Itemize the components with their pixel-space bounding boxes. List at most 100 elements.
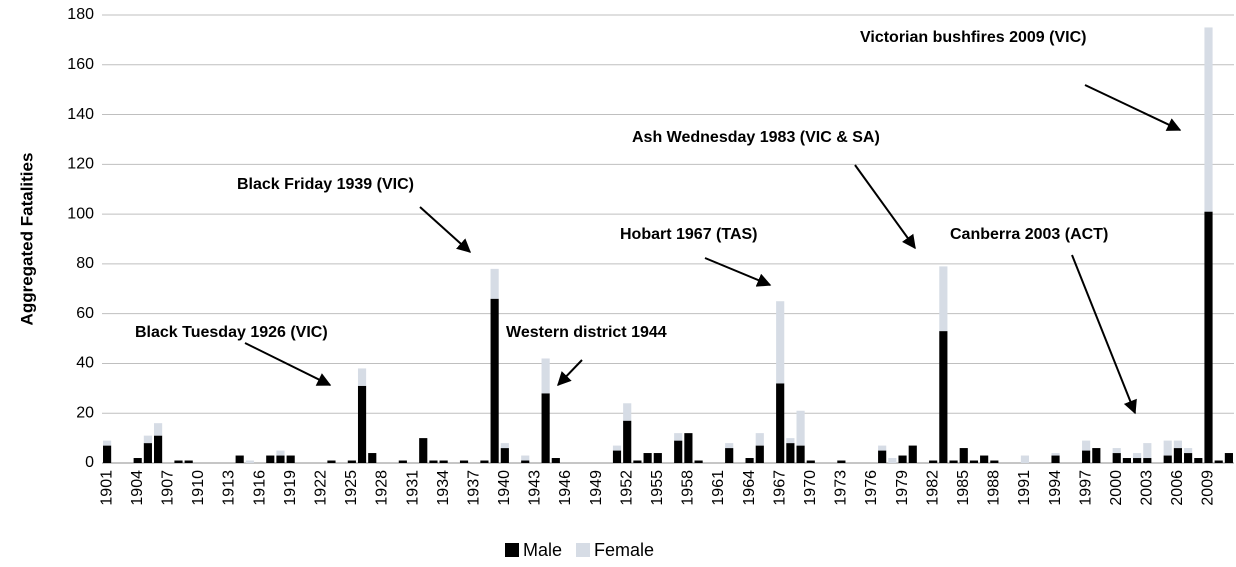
bar-segment [541,358,550,394]
bar-segment [1122,458,1131,463]
annotation-arrow [854,164,916,250]
x-tick-label: 1964 [741,470,758,506]
x-tick-label: 1991 [1016,470,1033,506]
bar-segment [949,460,958,463]
bar-segment [755,445,764,463]
bar-segment [1112,448,1121,454]
bar-segment [154,435,163,463]
x-tick-label: 1952 [618,470,635,506]
bar-segment [643,453,652,463]
bar-segment [939,266,948,332]
bar-segment [541,393,550,463]
bar-segment [1204,211,1213,463]
annotation-arrow [1071,254,1137,415]
bar-segment [1020,455,1030,463]
bar-segment [725,448,734,463]
x-tick-label: 1937 [465,470,482,506]
x-tick-label: 2009 [1200,470,1217,506]
bar-segment [490,268,499,299]
bar-segment [266,455,275,463]
bar-segment [1224,453,1233,463]
bar-segment [959,448,968,463]
bar-segment [439,460,448,463]
bar-segment [480,460,489,463]
bar-segment [674,433,683,441]
bar-segment [725,443,734,449]
y-tick-label: 40 [76,355,94,372]
x-tick-label: 1931 [404,470,421,506]
bar-segment [235,455,244,463]
y-tick-label: 180 [67,6,94,23]
x-tick-label: 1922 [312,470,329,506]
legend-label: Male [523,540,562,560]
x-tick-label: 1955 [649,470,666,506]
annotation-arrow [244,342,332,386]
bar-segment [633,460,642,463]
bar-segment [1184,453,1193,463]
bar-segment [969,460,979,463]
bar-segment [398,460,407,463]
bar-segment [612,445,622,451]
bar-segment [286,455,295,463]
bar-segment [133,458,142,463]
x-tick-label: 1910 [190,470,207,506]
y-tick-label: 160 [67,56,94,73]
y-tick-label: 80 [76,255,94,272]
x-tick-label: 2000 [1108,470,1125,506]
bar-segment [521,455,530,461]
bar-segment [776,301,785,384]
x-tick-label: 2006 [1169,470,1186,506]
bar-segment [429,460,438,463]
x-tick-label: 1982 [924,470,941,506]
annotation: Black Tuesday 1926 (VIC) [135,324,328,341]
annotation-arrow [419,206,472,253]
x-tick-label: 1988 [986,470,1003,506]
bar-segment [1194,458,1203,463]
x-tick-label: 1901 [98,470,115,506]
bar-segment [1143,458,1152,463]
bar-segment [1051,453,1060,456]
bar-segment [980,455,989,463]
y-tick-label: 20 [76,404,94,421]
x-tick-label: 1985 [955,470,972,506]
bar-segment [521,460,530,463]
bar-segment [776,383,785,463]
x-tick-label: 1916 [251,470,268,506]
bar-segment [327,460,336,463]
x-tick-label: 1967 [771,470,788,506]
annotation-arrow [557,359,583,387]
x-tick-label: 1919 [282,470,299,506]
y-tick-label: 60 [76,305,94,322]
bar-segment [1173,440,1182,449]
bar-segment [939,331,948,463]
bar-segment [347,460,356,463]
x-tick-label: 1961 [710,470,727,506]
bar-segment [143,435,152,444]
y-tick-label: 0 [85,454,94,471]
bar-segment [623,420,632,463]
annotation: Hobart 1967 (TAS) [620,226,758,243]
x-tick-label: 1904 [129,470,146,506]
bar-segment [368,453,377,463]
bar-segment [1163,440,1172,456]
bar-segment [694,460,703,463]
bar-segment [500,443,509,449]
bar-segment [276,450,285,456]
bar-segment [878,445,887,451]
x-tick-label: 1997 [1077,470,1094,506]
x-tick-label: 1970 [802,470,819,506]
bar-segment [174,460,183,463]
x-tick-label: 2003 [1139,470,1156,506]
bar-segment [143,443,152,463]
bar-segment [1204,27,1213,212]
annotation: Victorian bushfires 2009 (VIC) [860,29,1086,46]
bar-segment [908,445,917,463]
bar-segment [184,460,193,463]
annotation: Ash Wednesday 1983 (VIC & SA) [632,129,880,146]
bar-segment [245,460,254,463]
bar-segment [419,438,428,463]
bar-segment [755,433,764,446]
bar-segment [1092,448,1101,463]
bar-segment [1082,440,1091,451]
bar-segment [990,460,999,463]
